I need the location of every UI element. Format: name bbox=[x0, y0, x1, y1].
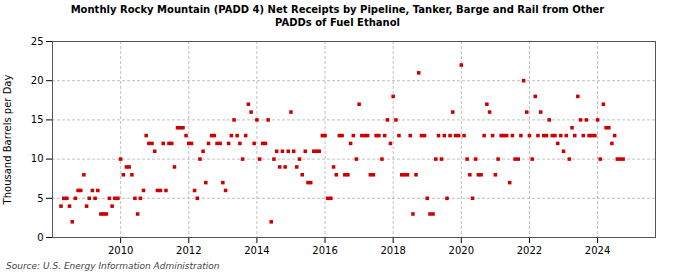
svg-text:2016: 2016 bbox=[312, 245, 337, 256]
svg-text:2010: 2010 bbox=[108, 245, 133, 256]
svg-text:0: 0 bbox=[37, 232, 43, 243]
svg-text:2012: 2012 bbox=[176, 245, 201, 256]
svg-text:Thousand Barrels per Day: Thousand Barrels per Day bbox=[2, 75, 13, 206]
html-text:Source: U.S. Energy Informatio: Source: U.S. Energy Information Administ… bbox=[6, 261, 220, 271]
html-text:Monthly Rocky Mountain (PADD 4: Monthly Rocky Mountain (PADD 4) Net Rece… bbox=[70, 4, 605, 28]
svg-text:2024: 2024 bbox=[585, 245, 610, 256]
svg-text:20: 20 bbox=[31, 75, 44, 86]
svg-text:5: 5 bbox=[37, 193, 43, 204]
svg-text:2022: 2022 bbox=[517, 245, 542, 256]
svg-text:10: 10 bbox=[31, 153, 44, 164]
svg-text:2020: 2020 bbox=[449, 245, 474, 256]
svg-text:25: 25 bbox=[31, 36, 44, 47]
svg-text:2018: 2018 bbox=[380, 245, 405, 256]
svg-text:2014: 2014 bbox=[244, 245, 269, 256]
svg-text:15: 15 bbox=[31, 114, 44, 125]
